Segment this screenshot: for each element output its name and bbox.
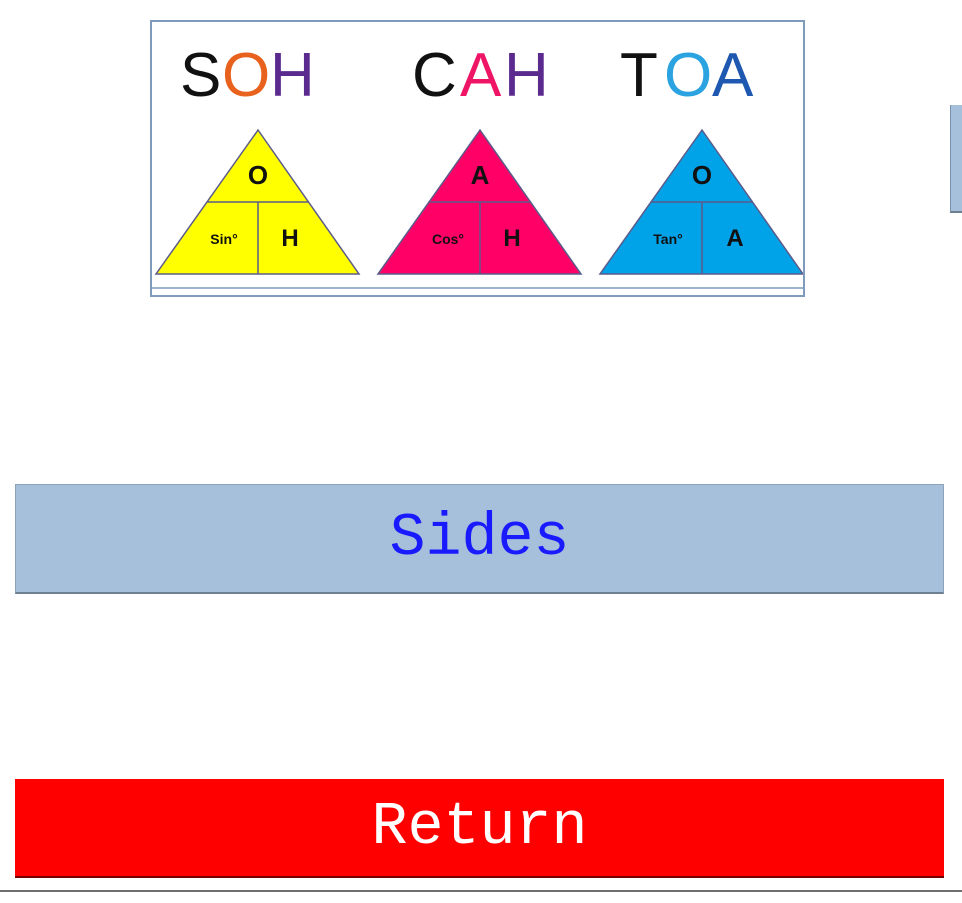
- tangent-top-label: O: [692, 160, 712, 190]
- sine-top-label: O: [248, 160, 268, 190]
- heading-soh-letter-3: H: [270, 41, 315, 110]
- soh-cah-toa-logo: S O H C A H T O A O Sin° H A: [150, 20, 805, 297]
- heading-soh: S O H: [180, 41, 315, 110]
- heading-cah-letter-2: A: [460, 41, 502, 110]
- heading-cah-letter-3: H: [504, 41, 549, 110]
- bottom-divider: [0, 890, 962, 892]
- return-button[interactable]: Return: [15, 779, 944, 878]
- tangent-triangle: O Tan° A: [598, 128, 803, 275]
- heading-soh-letter-1: S: [180, 41, 221, 110]
- sides-button[interactable]: Sides: [15, 484, 944, 594]
- heading-cah-letter-1: C: [412, 41, 457, 110]
- sides-button-label: Sides: [389, 504, 570, 573]
- heading-cah: C A H: [412, 41, 549, 110]
- sine-left-label: Sin°: [210, 231, 237, 247]
- tangent-left-label: Tan°: [653, 231, 682, 247]
- heading-toa-letter-3: A: [712, 41, 754, 110]
- cosine-left-label: Cos°: [432, 231, 464, 247]
- cosine-right-label: H: [503, 225, 520, 252]
- cosine-triangle: A Cos° H: [376, 128, 583, 275]
- heading-toa-letter-1: T: [620, 41, 658, 110]
- sine-triangle: O Sin° H: [154, 128, 361, 275]
- sine-right-label: H: [281, 225, 298, 252]
- heading-toa-letter-2: O: [664, 41, 712, 110]
- cosine-top-label: A: [471, 160, 490, 190]
- heading-toa: T O A: [620, 41, 754, 110]
- return-button-label: Return: [371, 793, 588, 862]
- offscreen-button-edge[interactable]: [950, 105, 962, 213]
- heading-soh-letter-2: O: [222, 41, 270, 110]
- tangent-right-label: A: [726, 225, 743, 252]
